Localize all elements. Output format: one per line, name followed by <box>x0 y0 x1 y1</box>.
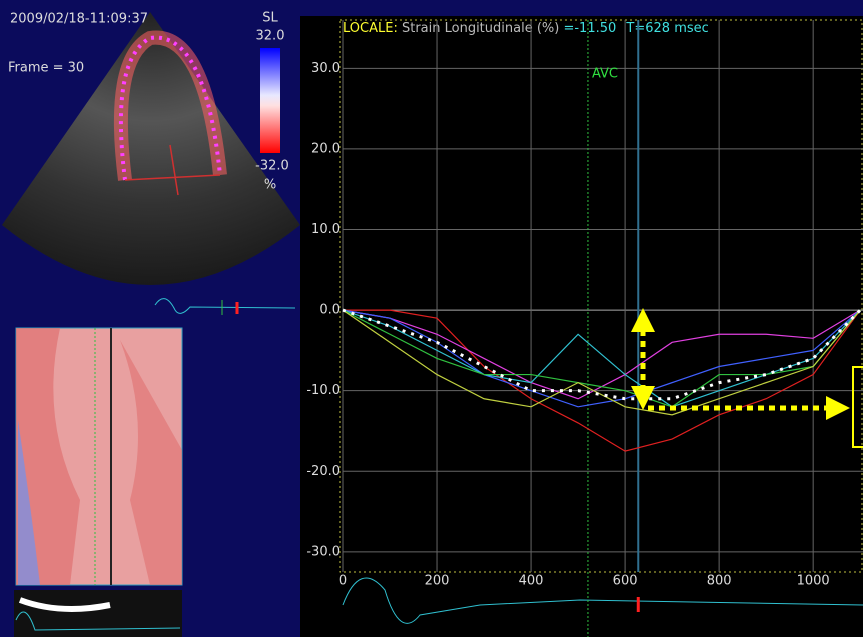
avc-label: AVC <box>592 67 618 82</box>
color-scale <box>260 48 280 153</box>
x-tick-label: 200 <box>425 574 450 589</box>
chart-title: LOCALE: Strain Longitudinale (%) =-11.50… <box>343 21 709 36</box>
x-tick-label: 0 <box>339 574 347 589</box>
scale-name: SL <box>262 11 278 26</box>
y-tick-label: 30.0 <box>311 61 340 76</box>
frame-label: Frame = 30 <box>8 61 84 76</box>
scale-max: 32.0 <box>256 29 285 44</box>
screen: 2009/02/18-11:09:37 Frame = 30 SL 32.0 -… <box>0 0 863 637</box>
scale-unit: % <box>264 178 276 193</box>
y-tick-label: 10.0 <box>311 222 340 237</box>
y-tick-label: 20.0 <box>311 141 340 156</box>
x-tick-label: 1000 <box>797 574 830 589</box>
y-tick-label: -10.0 <box>306 383 340 398</box>
page: 2009/02/18-11:09:37 Frame = 30 SL 32.0 -… <box>0 0 863 637</box>
x-tick-label: 600 <box>613 574 638 589</box>
y-tick-label: 0.0 <box>319 303 340 318</box>
x-tick-label: 400 <box>519 574 544 589</box>
y-tick-label: -20.0 <box>306 464 340 479</box>
y-tick-label: -30.0 <box>306 544 340 559</box>
scale-min: -32.0 <box>255 159 289 174</box>
x-tick-label: 800 <box>707 574 732 589</box>
chart-panel <box>300 16 863 637</box>
timestamp: 2009/02/18-11:09:37 <box>10 12 148 27</box>
